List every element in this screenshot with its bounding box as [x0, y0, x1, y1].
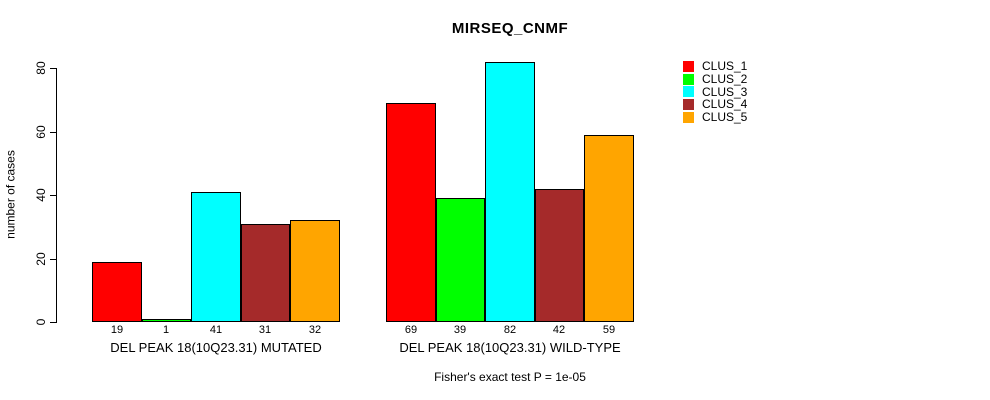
bar-clus_5-group1	[290, 220, 340, 322]
legend-label: CLUS_2	[702, 72, 748, 87]
legend-swatch-icon	[683, 98, 694, 110]
bar-value-label: 32	[308, 324, 322, 336]
y-tick-label: 20	[34, 252, 48, 266]
bar-value-label: 31	[258, 324, 272, 336]
bar-clus_4-group2	[535, 189, 584, 322]
bar-clus_1-group2	[386, 103, 436, 322]
legend-swatch-icon	[683, 111, 694, 123]
y-tick-label: 60	[34, 125, 48, 139]
y-tick-mark	[50, 68, 57, 69]
y-tick-mark	[50, 259, 57, 260]
bar-clus_3-group2	[485, 62, 535, 322]
legend-label: CLUS_3	[702, 84, 748, 99]
group-label: DEL PEAK 18(10Q23.31) MUTATED	[110, 340, 322, 355]
legend-label: CLUS_5	[702, 110, 748, 125]
bar-value-label: 19	[110, 324, 124, 336]
bar-value-label: 59	[602, 324, 616, 336]
bar-value-label: 42	[552, 324, 566, 336]
y-tick-mark	[50, 132, 57, 133]
legend-item-clus_4: CLUS_4	[683, 98, 747, 111]
legend-swatch-icon	[683, 73, 694, 85]
y-tick-mark	[50, 195, 57, 196]
bar-value-label: 82	[503, 324, 517, 336]
y-tick-label: 80	[34, 61, 48, 75]
legend-label: CLUS_1	[702, 59, 748, 74]
bar-clus_2-group1	[142, 319, 191, 322]
bar-clus_4-group1	[241, 224, 290, 322]
legend-item-clus_1: CLUS_1	[683, 60, 747, 73]
legend-swatch-icon	[683, 86, 694, 98]
group-label: DEL PEAK 18(10Q23.31) WILD-TYPE	[399, 340, 621, 355]
y-tick-mark	[50, 322, 57, 323]
y-tick-label: 40	[34, 188, 48, 202]
bar-clus_5-group2	[584, 135, 634, 322]
legend-swatch-icon	[683, 60, 694, 72]
bar-clus_3-group1	[191, 192, 241, 322]
bar-value-label: 69	[404, 324, 418, 336]
chart-title: MIRSEQ_CNMF	[451, 20, 569, 37]
bar-value-label: 41	[209, 324, 223, 336]
bar-clus_2-group2	[436, 198, 485, 322]
bar-clus_1-group1	[92, 262, 142, 322]
legend-item-clus_3: CLUS_3	[683, 85, 747, 98]
bar-value-label: 1	[162, 324, 170, 336]
legend: CLUS_1 CLUS_2 CLUS_3 CLUS_4 CLUS_5	[683, 60, 747, 123]
fisher-test-annotation: Fisher's exact test P = 1e-05	[434, 370, 586, 384]
legend-item-clus_5: CLUS_5	[683, 111, 747, 124]
legend-label: CLUS_4	[702, 97, 748, 112]
legend-item-clus_2: CLUS_2	[683, 73, 747, 86]
bar-value-label: 39	[453, 324, 467, 336]
